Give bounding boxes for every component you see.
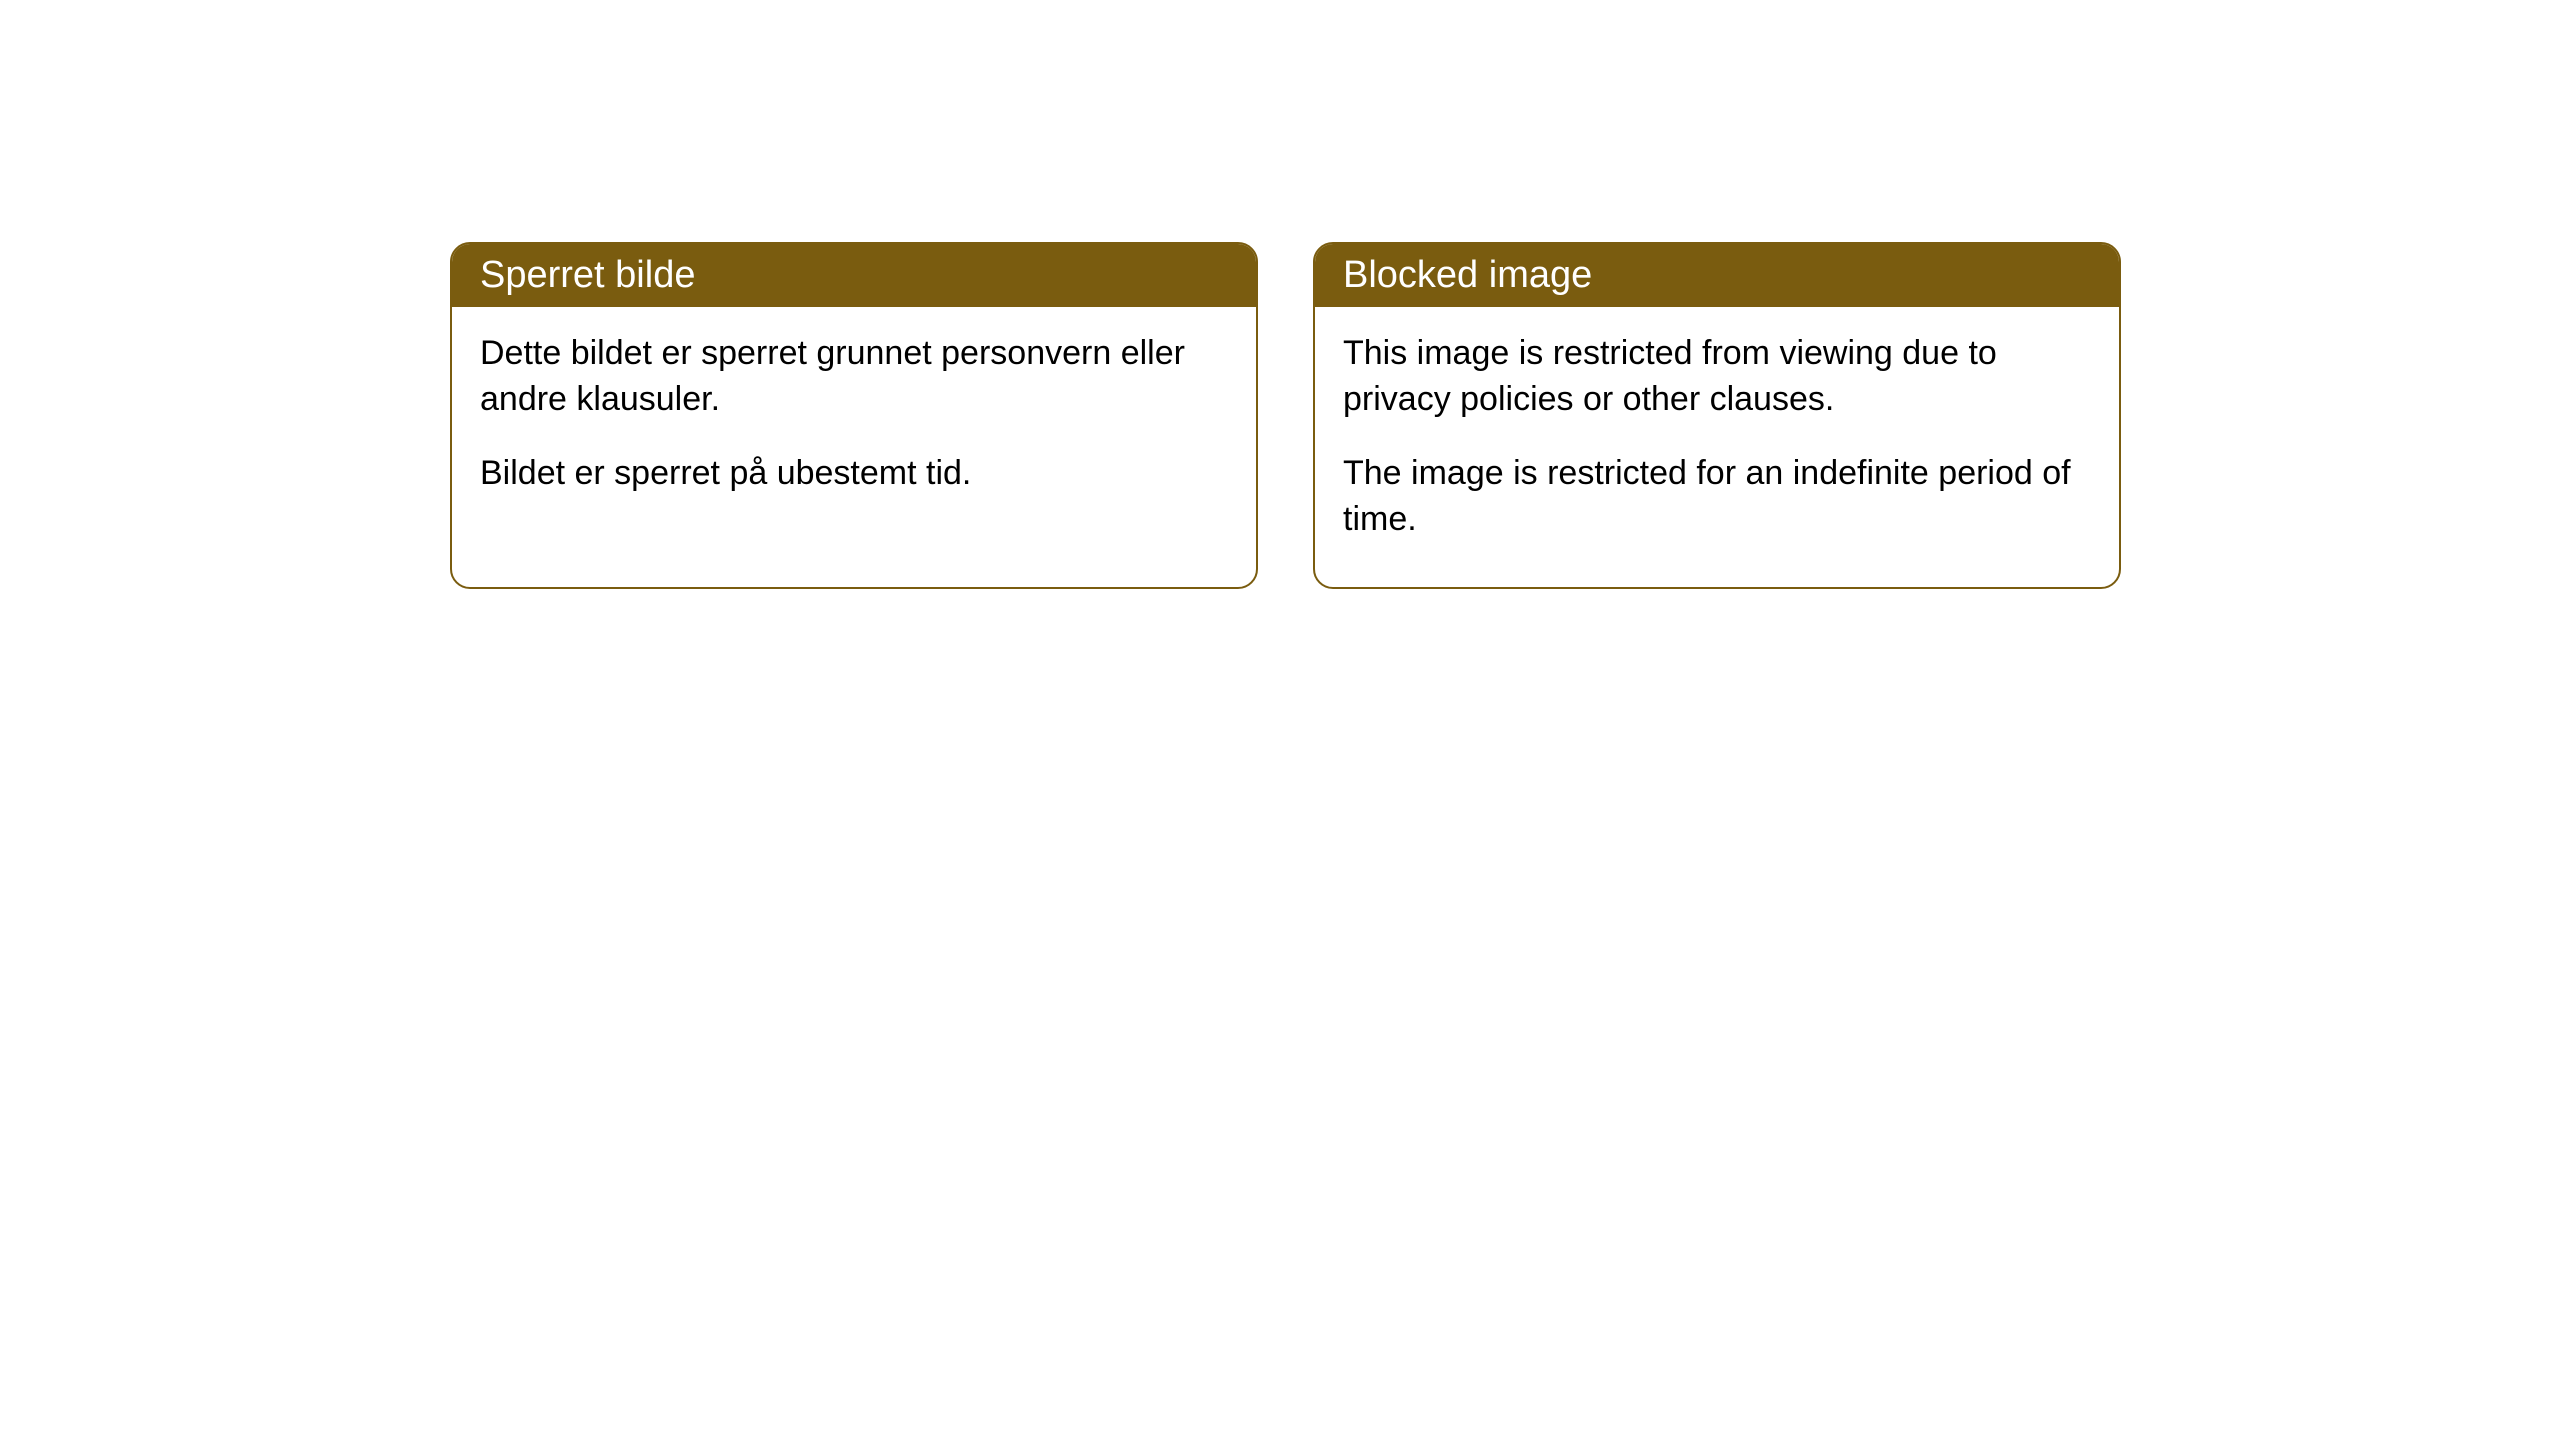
card-text-1: Dette bildet er sperret grunnet personve… bbox=[480, 331, 1228, 423]
card-english: Blocked image This image is restricted f… bbox=[1313, 242, 2121, 589]
card-body: Dette bildet er sperret grunnet personve… bbox=[452, 307, 1256, 541]
card-body: This image is restricted from viewing du… bbox=[1315, 307, 2119, 587]
card-header: Blocked image bbox=[1315, 244, 2119, 307]
card-text-1: This image is restricted from viewing du… bbox=[1343, 331, 2091, 423]
card-norwegian: Sperret bilde Dette bildet er sperret gr… bbox=[450, 242, 1258, 589]
cards-container: Sperret bilde Dette bildet er sperret gr… bbox=[450, 242, 2121, 589]
card-text-2: Bildet er sperret på ubestemt tid. bbox=[480, 451, 1228, 497]
card-header: Sperret bilde bbox=[452, 244, 1256, 307]
card-text-2: The image is restricted for an indefinit… bbox=[1343, 451, 2091, 543]
